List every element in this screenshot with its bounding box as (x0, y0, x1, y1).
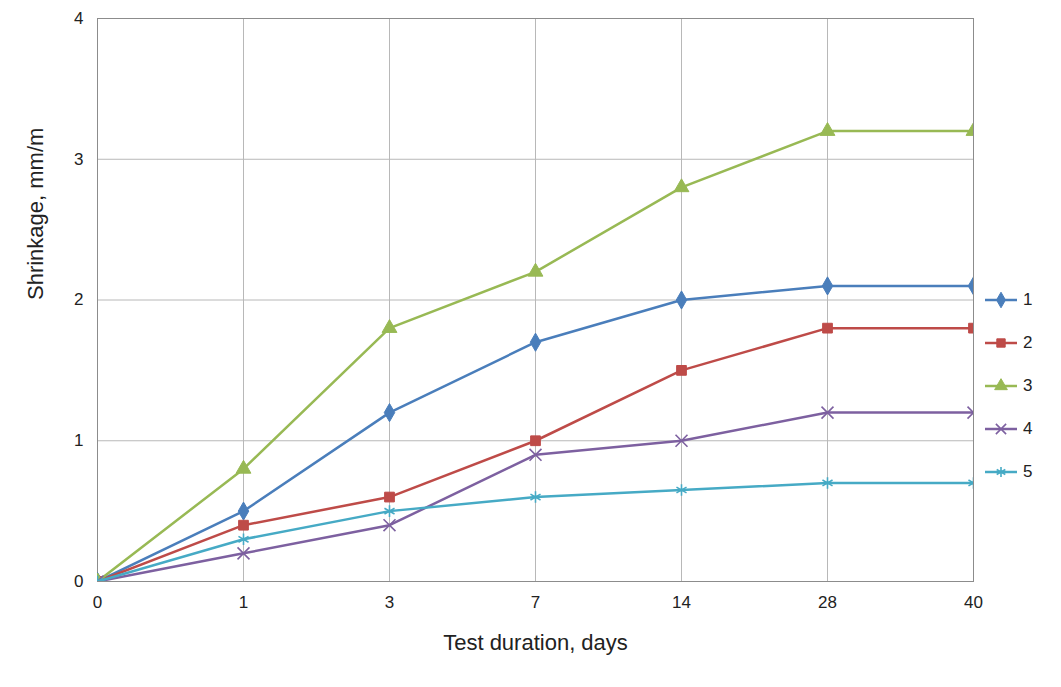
html-text:4: 4 (1023, 418, 1033, 438)
svg-text:1: 1 (239, 593, 248, 612)
svg-text:Test duration, days: Test duration, days (443, 630, 628, 655)
svg-text:3: 3 (385, 593, 394, 612)
svg-text:40: 40 (964, 593, 983, 612)
svg-text:14: 14 (672, 593, 691, 612)
svg-text:28: 28 (818, 593, 837, 612)
svg-text:2: 2 (74, 290, 83, 309)
svg-text:3: 3 (74, 150, 83, 169)
svg-text:1: 1 (74, 431, 83, 450)
svg-text:4: 4 (74, 9, 83, 28)
svg-text:Shrinkage, mm/m: Shrinkage, mm/m (23, 128, 48, 300)
svg-text:0: 0 (74, 572, 83, 591)
html-text:2: 2 (1023, 332, 1033, 352)
html-text:3: 3 (1023, 375, 1033, 395)
html-text:1: 1 (1023, 289, 1033, 309)
svg-text:0: 0 (93, 593, 102, 612)
html-text:5: 5 (1023, 461, 1033, 481)
svg-text:7: 7 (531, 593, 540, 612)
